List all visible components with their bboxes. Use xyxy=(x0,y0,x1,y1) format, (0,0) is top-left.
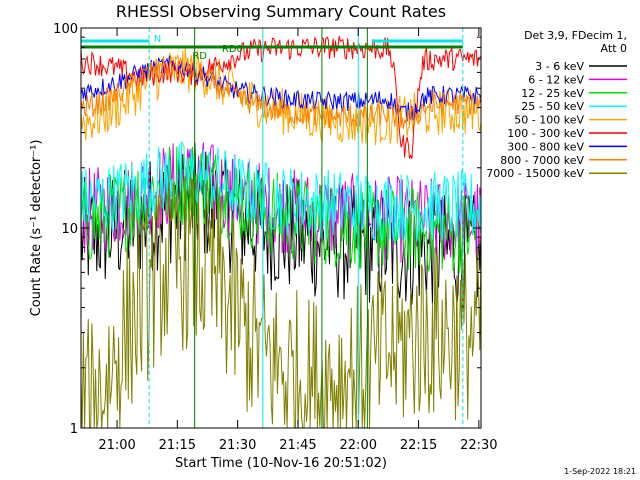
x-tick-label-1: 21:15 xyxy=(159,438,196,453)
axis-ticks: 21:00 21:15 21:30 21:45 22:00 22:15 22:30 1 10 10… xyxy=(53,22,497,453)
y-tick-label-2: 100 xyxy=(53,22,78,37)
legend-label-2: 12 - 25 keV xyxy=(521,87,584,100)
y-axis-label: Count Rate (s⁻¹ detector⁻¹) xyxy=(29,140,44,317)
series-line-8 xyxy=(80,176,482,429)
series-line-2 xyxy=(80,146,482,275)
legend-label-1: 6 - 12 keV xyxy=(528,73,584,86)
legend-label-8: 7000 - 15000 keV xyxy=(486,167,584,180)
x-tick-label-5: 22:15 xyxy=(400,438,437,453)
series-line-4 xyxy=(80,45,482,146)
annotations: N RD RD0 xyxy=(81,28,464,428)
legend-header-1: Att 0 xyxy=(601,42,627,55)
y-tick-label-0: 1 xyxy=(70,422,78,437)
series-line-3 xyxy=(80,140,482,242)
legend-label-4: 50 - 100 keV xyxy=(514,114,584,127)
annotation-0: N xyxy=(154,34,161,45)
x-tick-label-0: 21:00 xyxy=(98,438,135,453)
y-tick-label-1: 10 xyxy=(61,222,78,237)
legend-header-0: Det 3,9, FDecim 1, xyxy=(524,29,627,42)
x-tick-label-2: 21:30 xyxy=(219,438,256,453)
legend-label-0: 3 - 6 keV xyxy=(535,60,584,73)
chart-title: RHESSI Observing Summary Count Rates xyxy=(116,2,446,21)
x-tick-label-3: 21:45 xyxy=(279,438,316,453)
legend-label-5: 100 - 300 keV xyxy=(507,127,584,140)
annotation-1: RD xyxy=(192,51,207,62)
series-line-7 xyxy=(80,55,482,129)
plot-area xyxy=(80,35,482,429)
legend-label-3: 25 - 50 keV xyxy=(521,100,584,113)
legend-label-6: 300 - 800 keV xyxy=(507,140,584,153)
annotation-2: RD0 xyxy=(222,44,243,55)
x-tick-label-4: 22:00 xyxy=(340,438,377,453)
legend-label-7: 800 - 7000 keV xyxy=(500,154,584,167)
footer-stamp: 1-Sep-2022 18:21 xyxy=(564,467,636,476)
x-axis-label: Start Time (10-Nov-16 20:51:02) xyxy=(175,456,387,471)
x-tick-label-6: 22:30 xyxy=(460,438,497,453)
